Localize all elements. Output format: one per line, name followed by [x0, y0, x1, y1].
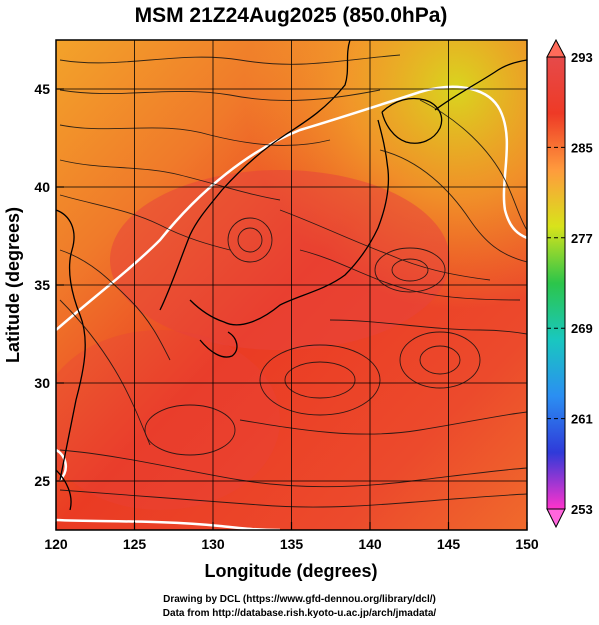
- y-axis: 25 30 35 40 45: [34, 81, 64, 489]
- colorbar-tick-label: 293: [571, 50, 593, 65]
- y-axis-label: Latitude (degrees): [3, 207, 23, 363]
- grid-lines: [56, 40, 527, 530]
- y-tick-label: 35: [34, 277, 50, 293]
- colorbar: 293 285 277 269 261 253: [546, 38, 593, 529]
- y-tick-label: 40: [34, 179, 50, 195]
- y-tick-label: 45: [34, 81, 50, 97]
- x-tick-label: 140: [358, 536, 382, 552]
- y-tick-label: 30: [34, 375, 50, 391]
- colorbar-body: [546, 56, 566, 510]
- x-axis: 120 125 130 135 140 145 150: [44, 522, 539, 552]
- temperature-contour: [56, 85, 527, 331]
- x-tick-label: 130: [201, 536, 225, 552]
- x-tick-label: 145: [437, 536, 461, 552]
- colorbar-tick-label: 277: [571, 231, 593, 246]
- colorbar-top-arrow: [546, 38, 566, 58]
- coastlines: [56, 40, 527, 511]
- x-tick-label: 125: [123, 536, 147, 552]
- x-tick-label: 150: [515, 536, 539, 552]
- colorbar-tick-label: 269: [571, 321, 593, 336]
- x-tick-label: 135: [280, 536, 304, 552]
- colorbar-bottom-arrow: [546, 508, 566, 529]
- x-axis-label: Longitude (degrees): [204, 561, 377, 581]
- x-tick-label: 120: [44, 536, 68, 552]
- streamlines: [59, 54, 527, 508]
- footer-drawing-credit: Drawing by DCL (https://www.gfd-dennou.o…: [163, 594, 436, 605]
- colorbar-tick-label: 253: [571, 502, 593, 517]
- footer-data-source: Data from http://database.rish.kyoto-u.a…: [162, 608, 437, 619]
- colorbar-tick-label: 261: [571, 412, 593, 427]
- chart-title: MSM 21Z24Aug2025 (850.0hPa): [135, 4, 448, 27]
- y-tick-label: 25: [34, 473, 50, 489]
- colorbar-tick-label: 285: [571, 140, 593, 155]
